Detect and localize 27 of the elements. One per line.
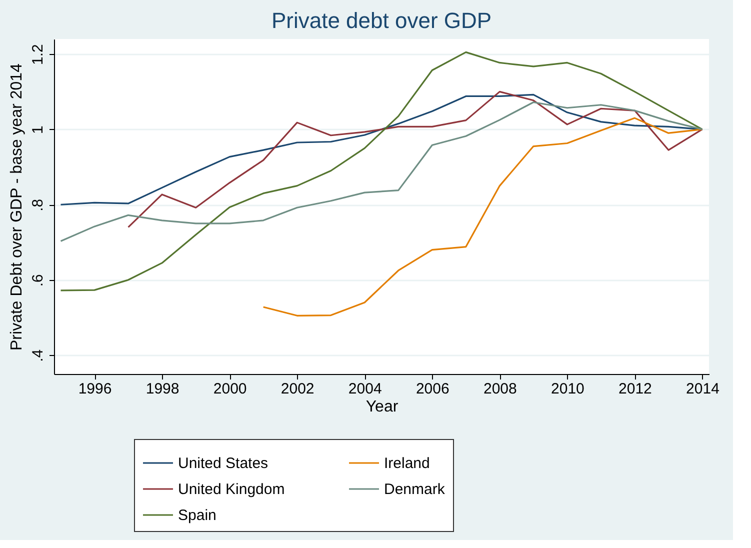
x-tick-label: 2008 (483, 380, 517, 398)
y-axis-title: Private Debt over GDP - base year 2014 (8, 63, 26, 350)
y-tick-label: .8 (30, 198, 46, 212)
x-axis-title: Year (366, 398, 399, 416)
x-tick-label: 2002 (280, 380, 314, 398)
legend-label: Ireland (384, 455, 430, 472)
legend-label: Spain (178, 507, 216, 524)
y-tick-label: 1.2 (30, 44, 46, 65)
legend-label: Denmark (384, 481, 446, 498)
legend-label: United States (178, 455, 268, 472)
y-tick-label: .4 (30, 349, 46, 362)
x-tick-label: 2000 (213, 380, 247, 398)
line-series (127, 90, 704, 228)
x-tick-label: 1996 (78, 380, 112, 398)
x-tick-label: 2004 (348, 380, 382, 398)
x-tick-label: 1998 (146, 380, 180, 398)
y-tick-label: 1 (30, 126, 46, 134)
line-series (60, 101, 704, 242)
legend-label: United Kingdom (178, 481, 285, 498)
y-tick-label: .6 (30, 274, 46, 287)
x-tick-label: 2010 (551, 380, 584, 398)
x-tick-label: 2006 (416, 380, 450, 398)
line-series (60, 51, 704, 292)
chart-title: Private debt over GDP (271, 8, 492, 33)
x-tick-label: 2014 (686, 380, 720, 398)
x-tick-label: 2012 (618, 380, 652, 398)
line-series (262, 117, 704, 316)
